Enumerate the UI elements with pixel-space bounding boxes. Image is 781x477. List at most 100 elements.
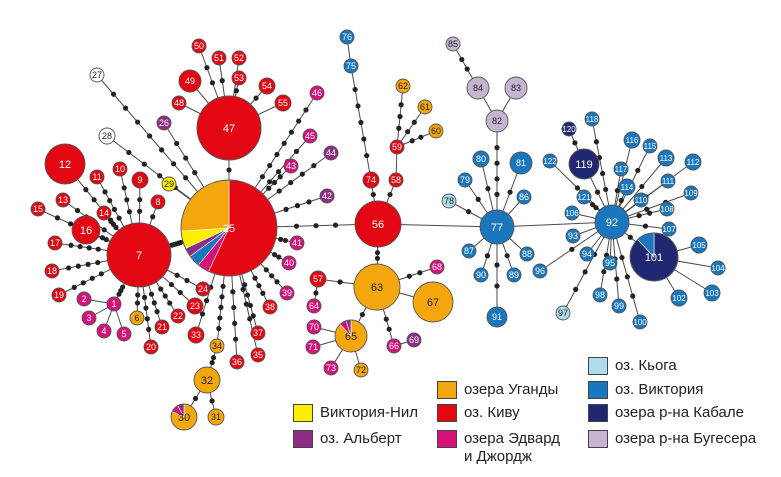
haplotype-node-34: 34 <box>209 338 225 354</box>
node-label: 58 <box>391 175 401 185</box>
edge-59-61 <box>396 106 426 148</box>
legend-item-albert: оз. Альберт <box>293 430 402 448</box>
node-label: 79 <box>460 175 470 185</box>
median-dot <box>154 309 160 315</box>
median-dot <box>204 65 210 71</box>
node-label: 48 <box>174 98 184 108</box>
haplotype-node-66: 66 <box>386 338 402 354</box>
legend-swatch <box>437 404 457 422</box>
median-dot <box>303 107 309 113</box>
median-dot <box>507 189 513 195</box>
median-dot <box>233 88 240 94</box>
node-label: 90 <box>476 270 486 280</box>
node-circle <box>323 145 339 161</box>
median-dot <box>143 305 149 311</box>
legend-label: оз. Киву <box>464 404 520 421</box>
median-dot <box>405 129 411 135</box>
node-label: 30 <box>178 412 190 424</box>
node-label: 6 <box>134 313 139 323</box>
node-circle <box>250 347 266 363</box>
node-label: 60 <box>431 126 441 136</box>
haplotype-node-102: 102 <box>670 289 688 307</box>
median-dot <box>158 286 164 292</box>
node-label: 121 <box>577 193 591 202</box>
haplotype-node-68: 68 <box>429 259 445 275</box>
node-label: 116 <box>626 136 639 145</box>
median-dot <box>283 206 289 212</box>
median-dot <box>204 298 210 304</box>
median-dot <box>107 198 113 204</box>
node-circle <box>561 121 577 137</box>
haplotype-node-100: 100 <box>632 314 648 330</box>
node-label: 54 <box>262 81 272 91</box>
median-dot <box>240 286 246 293</box>
node-circle <box>683 185 699 201</box>
node-circle <box>441 193 457 209</box>
median-dot <box>218 304 224 310</box>
median-dot <box>54 215 61 221</box>
haplotype-node-13: 13 <box>55 192 71 208</box>
haplotype-node-47: 47 <box>196 95 262 161</box>
median-dot <box>219 294 225 300</box>
median-dot <box>386 326 392 332</box>
node-label: 23 <box>190 301 200 311</box>
node-circle <box>306 298 322 314</box>
haplotype-node-85: 85 <box>445 36 461 52</box>
node-label: 70 <box>309 322 319 332</box>
haplotype-node-10: 10 <box>112 161 128 177</box>
haplotype-node-46: 46 <box>309 85 325 101</box>
median-dot <box>494 176 500 182</box>
haplotype-node-70: 70 <box>306 319 322 335</box>
node-circle <box>98 127 116 145</box>
median-dot <box>101 227 107 233</box>
haplotype-node-21: 21 <box>154 319 170 335</box>
node-circle <box>428 123 444 139</box>
node-label: 9 <box>137 175 142 185</box>
haplotype-node-117: 117 <box>613 161 629 177</box>
node-label: 114 <box>621 183 634 192</box>
median-dot <box>627 234 633 240</box>
median-dot <box>219 78 225 84</box>
median-dot <box>126 209 133 215</box>
node-label: 113 <box>660 154 673 163</box>
node-label: 74 <box>366 175 376 185</box>
node-label: 101 <box>645 252 663 264</box>
median-dot <box>137 197 143 203</box>
median-dot <box>136 208 143 214</box>
median-dot <box>504 253 510 259</box>
median-dot <box>642 223 649 229</box>
median-dot <box>397 113 403 120</box>
median-dot <box>183 155 189 161</box>
median-dot <box>71 284 77 290</box>
haplotype-node-74: 74 <box>362 171 380 189</box>
node-circle <box>343 58 359 74</box>
node-label: 102 <box>672 294 686 303</box>
node-circle <box>479 209 515 245</box>
legend-swatch <box>437 430 457 448</box>
node-label: 69 <box>409 335 419 345</box>
haplotype-node-18: 18 <box>44 263 60 279</box>
node-circle <box>250 325 266 341</box>
median-dot <box>121 185 127 191</box>
haplotype-node-6: 6 <box>129 310 145 326</box>
median-dot <box>108 218 114 224</box>
node-label: 42 <box>322 191 332 201</box>
haplotype-node-43: 43 <box>283 158 299 174</box>
node-circle <box>231 50 247 66</box>
node-circle <box>55 192 71 208</box>
median-dot <box>288 179 294 186</box>
legend-item-kabale: озера р-на Кабале <box>588 404 744 422</box>
haplotype-node-3: 3 <box>81 310 97 326</box>
node-label: 65 <box>345 331 357 343</box>
legend-swatch <box>588 357 608 375</box>
node-label: 68 <box>432 262 442 272</box>
median-dot <box>102 189 108 195</box>
haplotype-node-16: 16 <box>71 215 101 245</box>
node-label: 119 <box>575 159 593 171</box>
haplotype-node-30: 30 <box>170 403 198 431</box>
median-dot <box>494 191 500 197</box>
node-circle <box>542 153 558 169</box>
node-label: 110 <box>635 196 648 205</box>
